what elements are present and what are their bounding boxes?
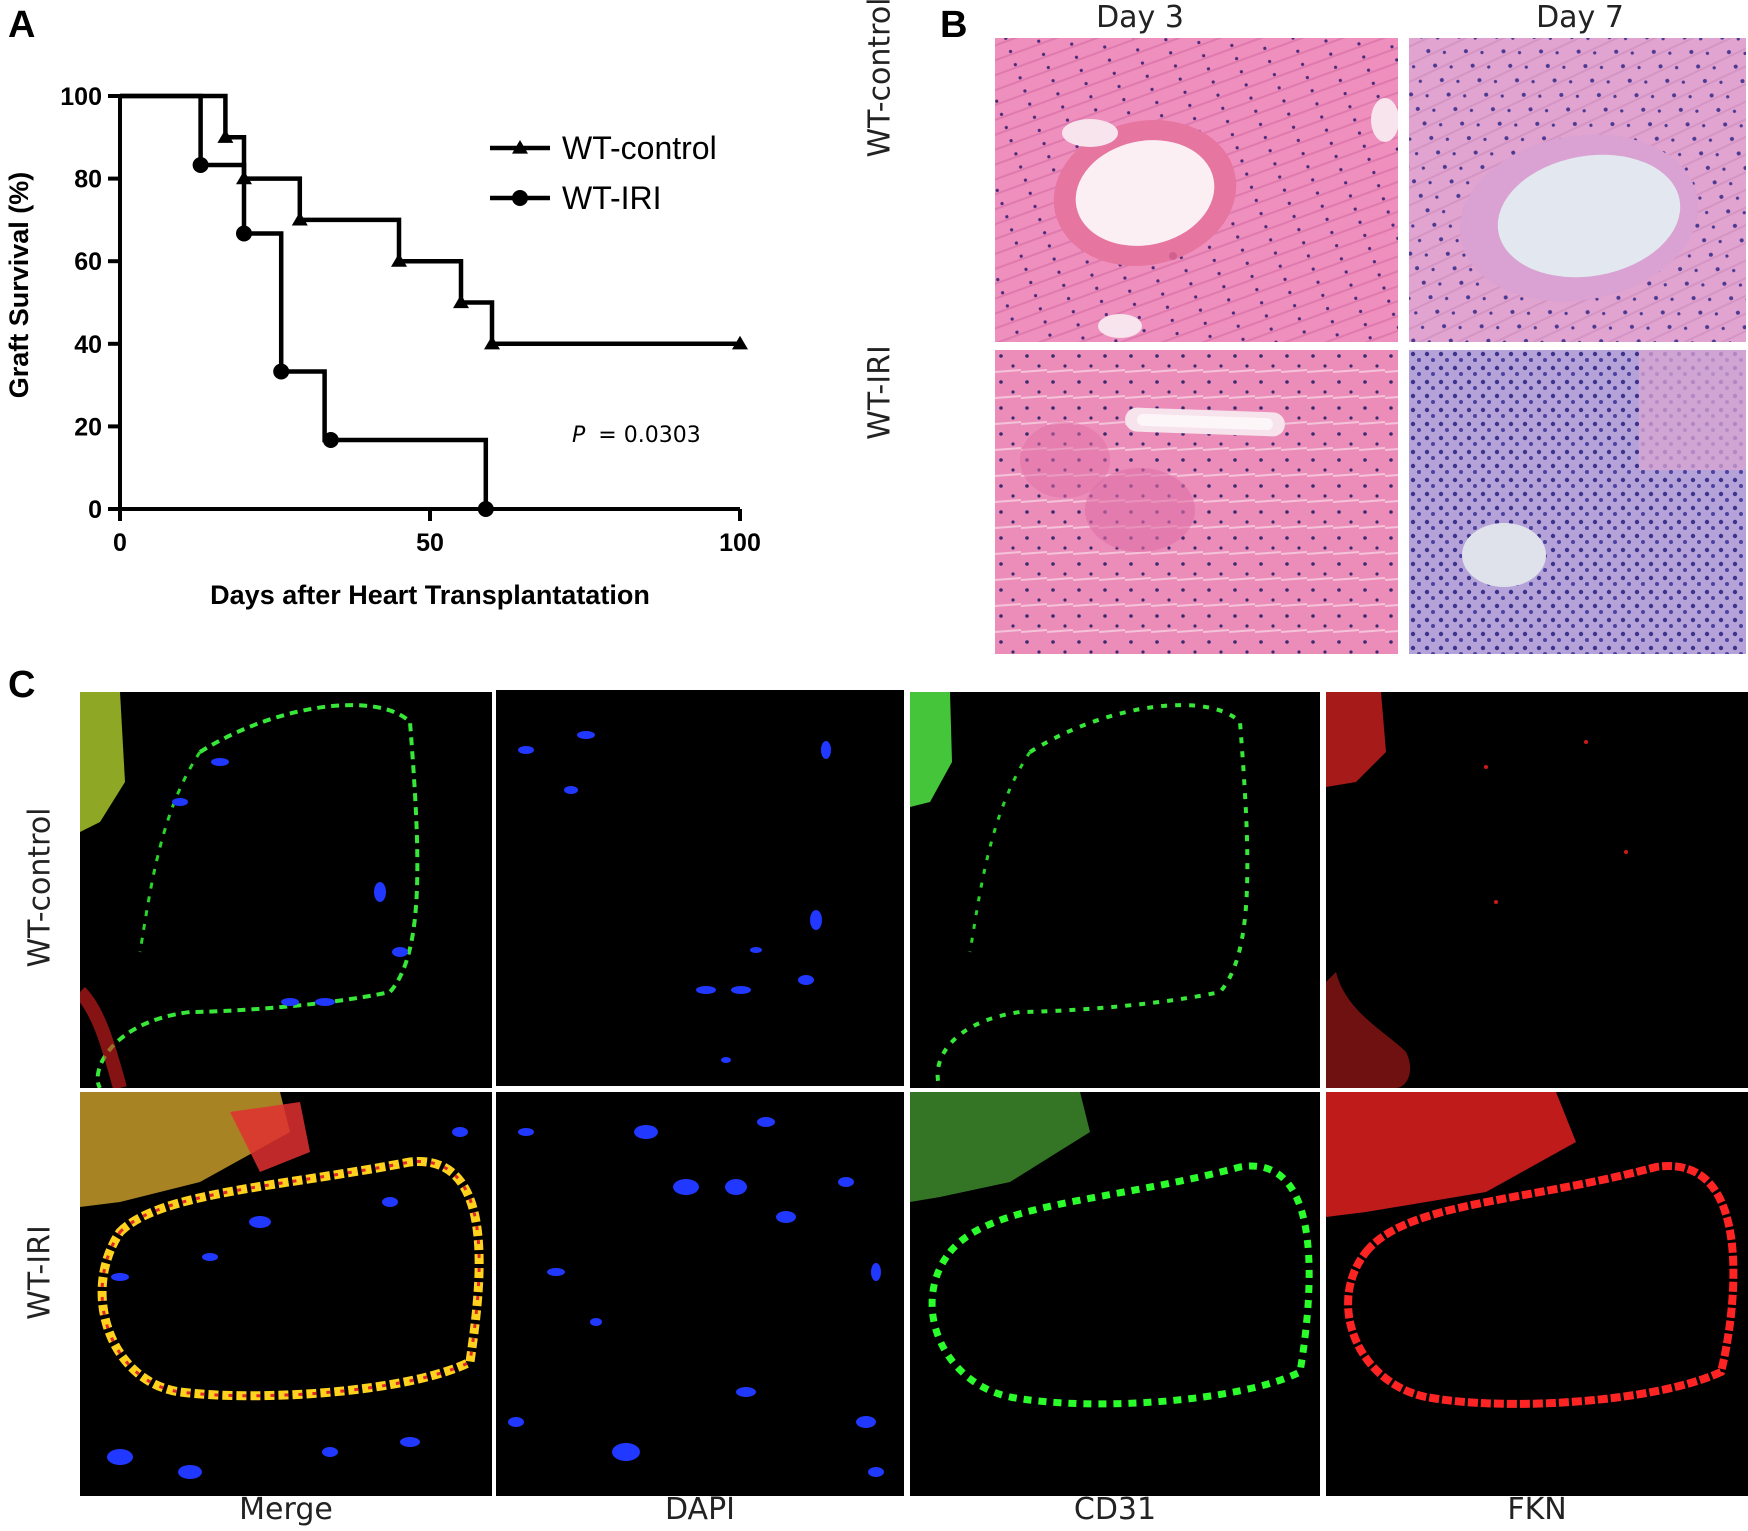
- p-value-annotation: P = 0.0303: [572, 423, 701, 448]
- x-tick-label-100: 100: [719, 529, 761, 557]
- marker-WT-control-5: [484, 335, 500, 350]
- y-tick-label-20: 20: [74, 413, 102, 441]
- chart-axes: 0 20 40 60 80 100 0 50 100: [60, 83, 761, 557]
- legend-label-WT-control: WT-control: [562, 130, 717, 166]
- he-image-iri-day7: [1409, 350, 1746, 654]
- marker-WT-IRI-1: [236, 225, 252, 242]
- p-label: P: [572, 423, 586, 448]
- y-tick-label-0: 0: [88, 496, 102, 524]
- c-row-label-iri: WT-IRI: [23, 1173, 58, 1373]
- legend-label-WT-IRI: WT-IRI: [562, 180, 662, 216]
- c-row-label-control: WT-control: [23, 788, 58, 988]
- legend-marker-WT-IRI: [512, 190, 528, 206]
- chart-legend: WT-control WT-IRI: [490, 130, 717, 216]
- marker-WT-IRI-0: [192, 156, 209, 173]
- chart-series: [120, 93, 748, 517]
- panel-letter-a: A: [8, 4, 36, 46]
- y-tick-label-80: 80: [74, 166, 102, 194]
- c-col-label-cd31: CD31: [1073, 1492, 1157, 1527]
- marker-WT-IRI-3: [322, 432, 339, 449]
- fluor-fkn-iri: [1326, 1092, 1748, 1496]
- y-axis-label: Graft Survival (%): [4, 172, 34, 399]
- x-tick-label-50: 50: [416, 529, 444, 557]
- x-tick-label-0: 0: [113, 529, 127, 557]
- fluor-merge-iri: [80, 1092, 492, 1496]
- fluor-merge-control: [80, 692, 492, 1088]
- marker-WT-control-4: [453, 294, 469, 309]
- panel-letter-c: C: [8, 664, 36, 706]
- b-row-label-control-text: WT-control: [862, 0, 898, 158]
- c-row-label-control-text: WT-control: [22, 807, 58, 968]
- y-tick-label-100: 100: [60, 83, 102, 111]
- he-image-control-day3: [995, 38, 1398, 342]
- c-col-label-merge: Merge: [239, 1492, 333, 1527]
- b-col-label-day3: Day 3: [1096, 0, 1184, 35]
- marker-WT-IRI-4: [477, 501, 494, 517]
- marker-WT-control-3: [391, 253, 407, 267]
- b-row-label-control: WT-control: [863, 0, 898, 178]
- panel-letter-b: B: [940, 4, 968, 46]
- marker-WT-control-2: [291, 211, 308, 226]
- c-col-label-dapi: DAPI: [664, 1492, 736, 1527]
- fluor-dapi-iri: [496, 1092, 904, 1496]
- x-axis-label: Days after Heart Transplantatation: [210, 580, 650, 610]
- b-row-label-iri-text: WT-IRI: [862, 345, 898, 440]
- p-value: = 0.0303: [598, 423, 700, 448]
- fluor-fkn-control: [1326, 692, 1748, 1088]
- marker-WT-control-6: [732, 335, 748, 350]
- he-image-control-day7: [1409, 38, 1746, 342]
- b-row-label-iri: WT-IRI: [863, 293, 898, 493]
- fluor-dapi-control: [496, 690, 904, 1086]
- y-tick-label-40: 40: [74, 331, 102, 359]
- fluor-cd31-control: [910, 692, 1320, 1088]
- series-line-WT-IRI: [120, 93, 489, 509]
- survival-chart: 0 20 40 60 80 100 0 50 100 WT-control WT-IRI Graf…: [4, 83, 761, 610]
- marker-WT-control-0: [217, 129, 234, 143]
- marker-WT-IRI-2: [273, 363, 290, 380]
- fluor-cd31-iri: [910, 1092, 1320, 1496]
- legend-marker-WT-control: [512, 140, 528, 154]
- b-col-label-day7: Day 7: [1536, 0, 1624, 35]
- c-col-label-fkn: FKN: [1507, 1492, 1567, 1527]
- c-row-label-iri-text: WT-IRI: [22, 1225, 58, 1320]
- he-image-iri-day3: [995, 350, 1398, 654]
- y-tick-label-60: 60: [74, 248, 102, 276]
